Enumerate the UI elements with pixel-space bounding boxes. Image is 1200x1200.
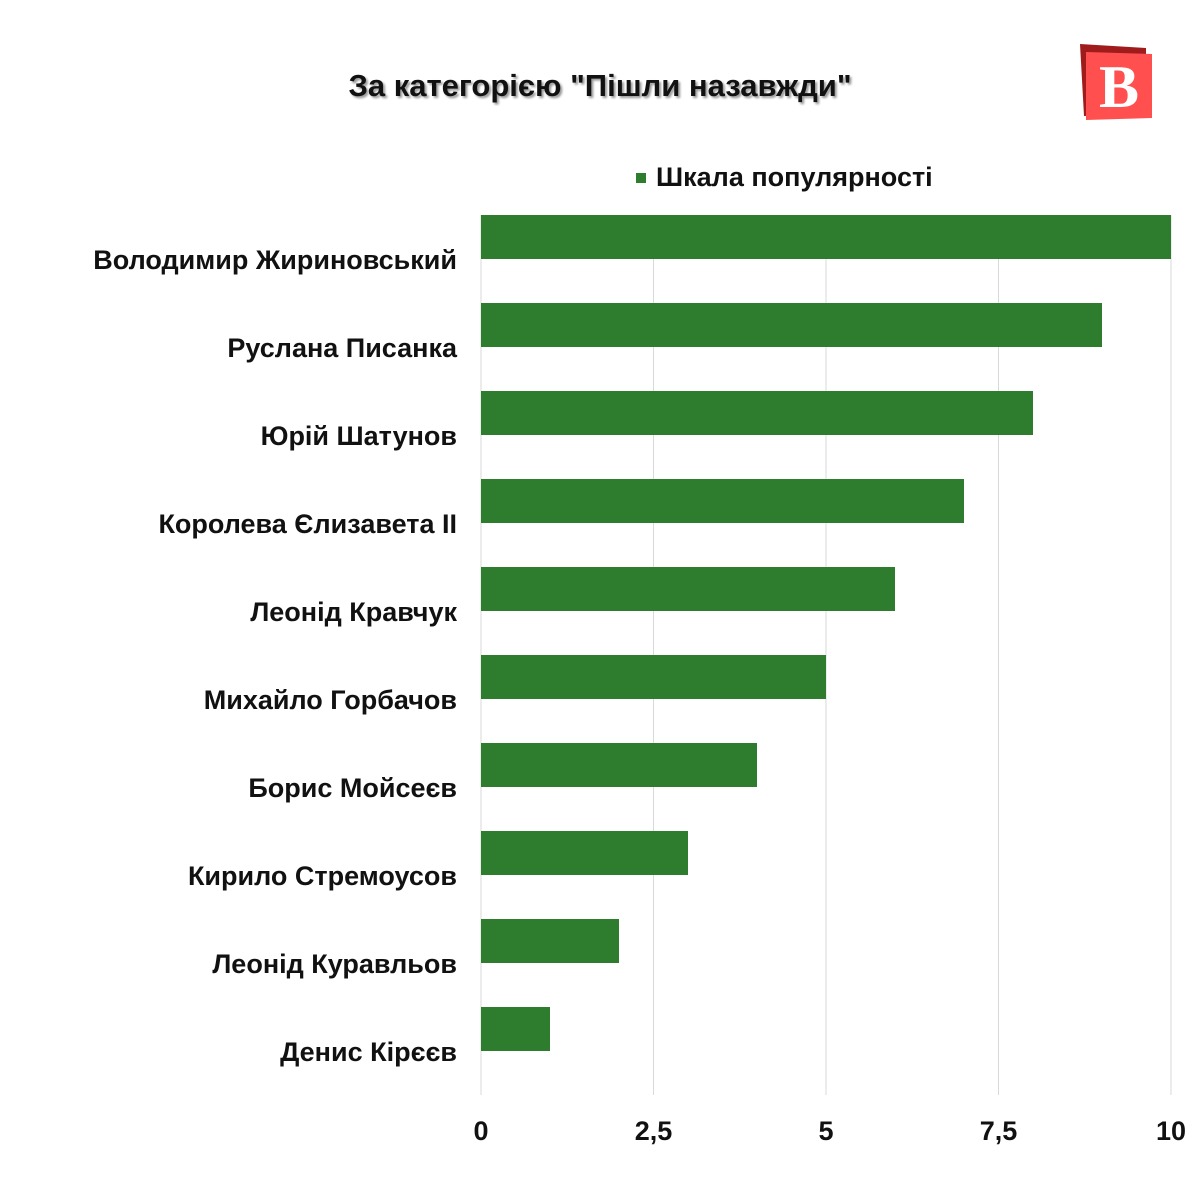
category-label: Денис Кірєєв xyxy=(280,1037,457,1067)
legend-swatch xyxy=(636,172,646,183)
legend-label: Шкала популярності xyxy=(656,162,933,192)
x-tick-label: 10 xyxy=(1156,1116,1186,1146)
bar xyxy=(481,655,826,699)
bar xyxy=(481,391,1033,435)
bar xyxy=(481,215,1171,259)
category-label: Борис Мойсеєв xyxy=(248,773,457,803)
x-tick-label: 7,5 xyxy=(980,1116,1018,1146)
x-tick-label: 5 xyxy=(818,1116,833,1146)
category-label: Королева Єлизавета II xyxy=(158,509,457,539)
bar xyxy=(481,303,1102,347)
category-label: Юрій Шатунов xyxy=(261,421,457,451)
logo: B xyxy=(1080,44,1152,120)
x-tick-label: 0 xyxy=(473,1116,488,1146)
category-label: Кирило Стремоусов xyxy=(188,861,457,891)
bar xyxy=(481,831,688,875)
bar xyxy=(481,567,895,611)
category-label: Леонід Куравльов xyxy=(212,949,457,979)
x-tick-label: 2,5 xyxy=(635,1116,673,1146)
category-label: Леонід Кравчук xyxy=(250,597,457,627)
category-label: Руслана Писанка xyxy=(227,333,458,363)
chart-title: За категорією "Пішли назавжди" xyxy=(348,68,852,103)
bar xyxy=(481,743,757,787)
legend: Шкала популярності xyxy=(636,162,933,193)
bar xyxy=(481,919,619,963)
category-label: Володимир Жириновський xyxy=(93,245,457,275)
bar xyxy=(481,479,964,523)
svg-text:B: B xyxy=(1099,54,1139,120)
category-label: Михайло Горбачов xyxy=(204,685,457,715)
bar xyxy=(481,1007,550,1051)
